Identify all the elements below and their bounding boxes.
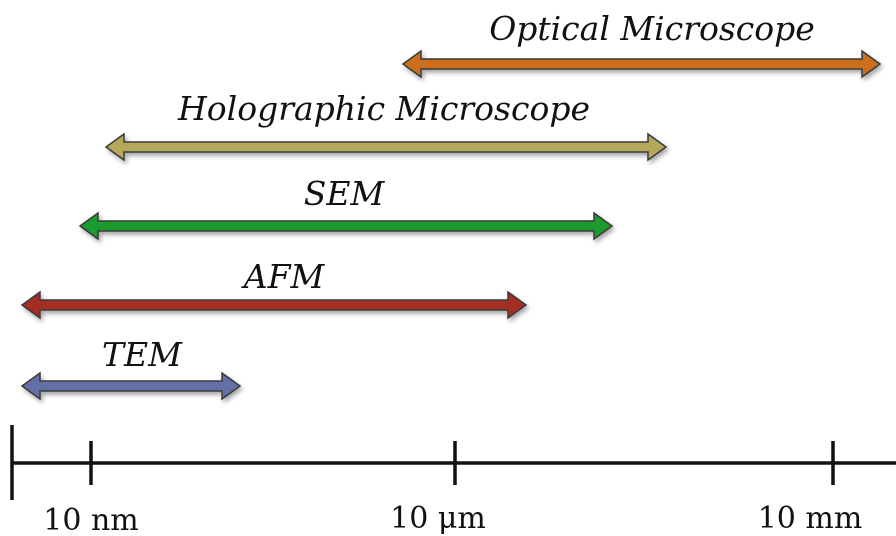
sem-arrow xyxy=(78,211,614,241)
scale-axis xyxy=(10,425,896,500)
range-optical: Optical Microscope xyxy=(401,9,882,79)
afm-arrow xyxy=(20,290,528,320)
sem-label: SEM xyxy=(304,174,386,213)
afm-label: AFM xyxy=(241,257,326,296)
tick-label-mm: 10 mm xyxy=(758,501,863,536)
tem-arrow xyxy=(20,371,242,401)
optical-arrow xyxy=(401,49,882,79)
holographic-label: Holographic Microscope xyxy=(177,89,590,128)
holographic-arrow xyxy=(104,132,668,162)
optical-label: Optical Microscope xyxy=(489,9,815,48)
tem-label: TEM xyxy=(102,335,183,374)
range-tem: TEM xyxy=(20,335,242,401)
range-sem: SEM xyxy=(78,174,614,241)
tick-label-um: 10 μm xyxy=(390,501,486,536)
range-holographic: Holographic Microscope xyxy=(104,89,668,162)
range-afm: AFM xyxy=(20,257,528,320)
tick-label-nm: 10 nm xyxy=(43,503,138,536)
